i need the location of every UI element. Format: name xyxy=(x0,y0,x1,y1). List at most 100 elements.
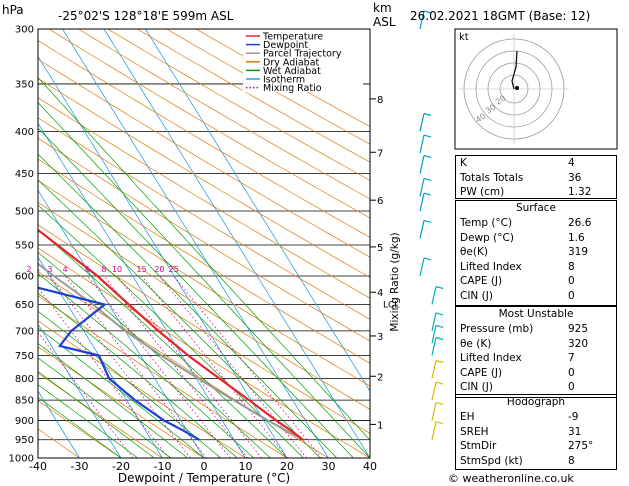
wind-barb-staff xyxy=(431,325,437,344)
wind-barb-staff xyxy=(419,134,425,154)
dry-adiabat-line xyxy=(38,117,370,320)
km-tick-label: 4 xyxy=(377,288,383,299)
wet-adiabat-line xyxy=(38,342,188,458)
mixing-ratio-axis-label: Mixing Ratio (g/kg) xyxy=(389,232,401,331)
mixing-ratio-line xyxy=(49,275,191,458)
series-dewpoint xyxy=(38,268,200,441)
row-label: SREH xyxy=(460,425,489,438)
pressure-tick-label: 350 xyxy=(15,79,34,90)
table-row: EH -9 xyxy=(456,410,616,425)
temperature-tick-label: 10 xyxy=(239,460,253,473)
table-row: Dewp (°C) 1.6 xyxy=(456,231,616,246)
row-value: 26.6 xyxy=(568,217,592,229)
table-title: Hodograph xyxy=(506,396,566,408)
legend-entry: Temperature xyxy=(262,32,323,43)
km-axis-label: km xyxy=(373,1,392,15)
table-row: Lifted Index 8 xyxy=(456,260,616,275)
row-label: Dewp (°C) xyxy=(460,231,514,244)
wind-barb-staff xyxy=(419,155,425,174)
table-row: Pressure (mb) 925 xyxy=(456,322,616,337)
row-label: Lifted Index xyxy=(460,352,522,364)
table-row: θe(K) 319 xyxy=(456,245,616,260)
table-row: Temp (°C) 26.6 xyxy=(456,216,616,231)
row-label: CAPE (J) xyxy=(460,366,503,379)
table-title: Surface xyxy=(515,202,556,214)
wet-adiabat-line xyxy=(38,127,354,458)
dry-adiabat-line xyxy=(38,320,246,458)
mixing-ratio-label: 8 xyxy=(101,265,106,274)
row-value: 319 xyxy=(568,246,589,258)
wind-barb-staff xyxy=(419,10,425,30)
legend-entry: Dry Adiabat xyxy=(263,57,320,68)
legend-background xyxy=(243,30,363,92)
x-axis-label: Dewpoint / Temperature (°C) xyxy=(118,471,290,485)
plot-frame xyxy=(37,28,371,459)
wind-barb-staff xyxy=(431,312,437,332)
row-value: 8 xyxy=(568,454,575,467)
wind-barb-flag xyxy=(435,336,444,341)
wind-barb-staff xyxy=(419,192,425,212)
mixing-ratio-line xyxy=(87,275,231,458)
row-label: CIN (J) xyxy=(460,289,493,302)
dry-adiabat-line xyxy=(38,97,370,299)
row-value: 0 xyxy=(568,275,575,287)
row-value: 925 xyxy=(568,323,589,335)
row-value: 1.6 xyxy=(568,231,585,244)
wind-barb-staff xyxy=(431,337,437,356)
row-label: CIN (J) xyxy=(460,381,493,393)
pressure-tick-label: 650 xyxy=(15,300,34,311)
row-value: 36 xyxy=(568,171,582,184)
pressure-tick-label: 600 xyxy=(15,271,34,282)
pressure-tick-label: 1000 xyxy=(9,454,34,465)
temperature-tick-label: -30 xyxy=(71,460,89,473)
row-value: 275° xyxy=(568,440,594,452)
mixing-ratio-label: 10 xyxy=(112,265,122,274)
wind-barb-staff xyxy=(431,286,437,305)
isotherm-line xyxy=(103,29,370,458)
dry-adiabat-line xyxy=(38,58,370,258)
table-row: SREH 31 xyxy=(456,425,616,440)
wind-barb-flag xyxy=(423,112,432,117)
table-row: CAPE (J) 0 xyxy=(456,366,616,381)
mixing-ratio-line xyxy=(103,275,248,458)
legend-entry: Isotherm xyxy=(263,75,305,86)
dry-adiabat-line xyxy=(38,201,370,410)
wind-barb-staff xyxy=(431,360,437,379)
hodograph-trace xyxy=(511,50,518,90)
wet-adiabat-line xyxy=(38,179,321,458)
wind-barb-staff xyxy=(431,402,437,421)
wind-barb-staff xyxy=(419,113,425,132)
wind-barb-flag xyxy=(423,257,432,261)
isotherm-line xyxy=(62,29,329,458)
row-label: PW (cm) xyxy=(460,186,505,198)
km-tick-label: 2 xyxy=(377,372,383,383)
wet-adiabat-line xyxy=(38,204,304,458)
series-parcel-trajectory xyxy=(38,262,304,441)
wind-barb-flag xyxy=(435,324,444,328)
wet-adiabat-line xyxy=(38,153,338,458)
temperature-tick-label: -40 xyxy=(29,460,47,473)
row-label: EH xyxy=(460,411,475,423)
temperature-tick-label: -20 xyxy=(112,460,130,473)
table-row: CAPE (J) 0 xyxy=(456,274,616,289)
mixing-ratio-label: 6 xyxy=(85,265,90,274)
dry-adiabat-line xyxy=(38,346,205,458)
hodograph-units-label: kt xyxy=(459,32,469,43)
table-row: CIN (J) 0 xyxy=(456,289,616,304)
wind-barb-flag xyxy=(435,381,444,385)
mixing-ratio-label: 2 xyxy=(27,265,32,274)
pressure-tick-label: 750 xyxy=(15,351,34,362)
dry-adiabat-line xyxy=(38,372,163,458)
table-row: CIN (J) 0 xyxy=(456,380,616,395)
km-tick-label: 3 xyxy=(377,332,383,343)
legend-entry: Mixing Ratio xyxy=(263,83,322,94)
wind-barb-staff xyxy=(419,178,425,197)
wind-barb-flag xyxy=(435,421,444,425)
pressure-tick-label: 950 xyxy=(15,435,34,446)
pressure-tick-label: 800 xyxy=(15,374,34,385)
wind-barb-flag xyxy=(435,312,444,316)
wind-barb-flag xyxy=(435,359,444,364)
